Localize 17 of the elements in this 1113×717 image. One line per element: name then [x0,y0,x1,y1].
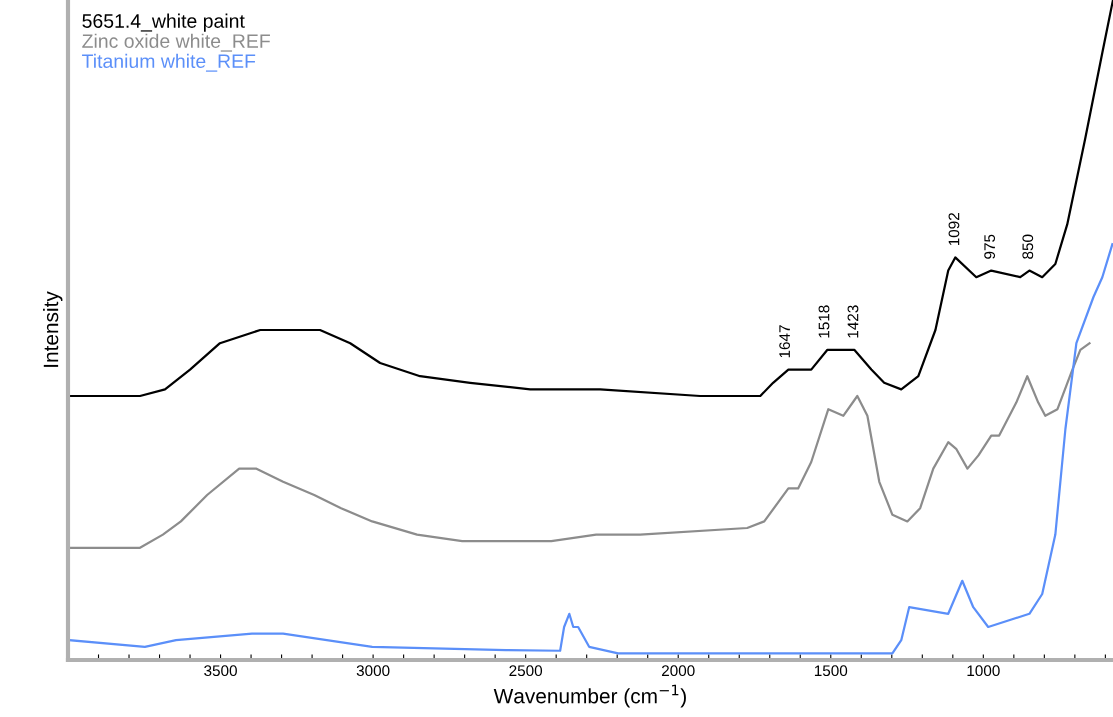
annotation: 1518 [818,305,830,338]
text: 5651.4_white paint [82,13,245,32]
y-axis-title: Intensity [43,291,63,367]
x-tick-label: 1000 [967,665,1000,677]
annotation: 1092 [948,213,960,246]
text: Zinc oxide white_REF [82,33,270,52]
annotation: 975 [984,234,996,259]
text: Titanium white_REF [82,53,256,72]
annotation: 1647 [779,325,791,358]
x-tick-label: 1500 [814,665,848,677]
x-tick-label: 2500 [509,665,543,677]
x-tick-label: 2000 [662,665,695,677]
x-tick-label: 3000 [356,665,390,677]
annotation: 1423 [847,305,859,338]
x-axis-title: Wavenumber (cm$^{−1}$) [493,684,686,708]
x-tick-label: 3500 [204,665,237,677]
annotation: 850 [1022,234,1034,259]
